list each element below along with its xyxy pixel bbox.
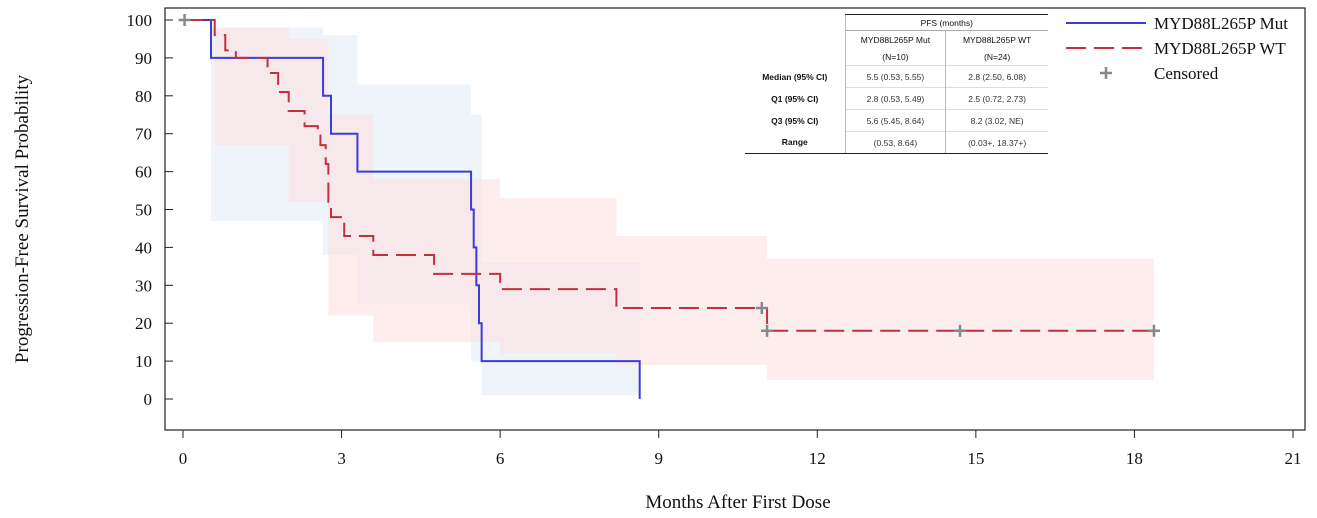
y-tick-label: 10 [135, 352, 152, 371]
legend-item-wt: MYD88L265P WT [1066, 39, 1306, 63]
table-title: PFS (months) [844, 14, 1048, 31]
x-tick-label: 6 [496, 449, 505, 468]
y-tick-label: 20 [135, 314, 152, 333]
table-cell: 2.5 (0.72, 2.73) [945, 87, 1048, 110]
table-n-mut: (N=10) [844, 48, 946, 66]
y-tick-label: 70 [135, 125, 152, 144]
table-n-wt: (N=24) [945, 48, 1048, 66]
pfs-summary-table: PFS (months) MYD88L265P Mut MYD88L265P W… [745, 14, 1048, 154]
y-tick-label: 100 [127, 11, 153, 30]
table-cell: (0.03+, 18.37+) [945, 131, 1048, 154]
table-cell: 5.6 (5.45, 8.64) [844, 109, 946, 132]
y-tick-label: 50 [135, 201, 152, 220]
ci-band [616, 236, 768, 365]
series-mut-line [183, 19, 641, 399]
axes: 0 10 20 30 40 50 60 70 80 90 100 0 3 6 9 12 15 18 21 [127, 7, 1306, 468]
table-cell: 2.8 (2.50, 6.08) [945, 65, 1048, 88]
y-tick-label: 60 [135, 163, 152, 182]
y-tick-label: 40 [135, 238, 152, 257]
legend-item-censored: Censored [1066, 64, 1306, 88]
censor-markers [178, 14, 1160, 337]
legend-dashed-line-icon [1066, 47, 1146, 49]
table-col-mut: MYD88L265P Mut [844, 30, 946, 48]
series-wt-line [183, 19, 1154, 332]
confidence-bands [211, 27, 1154, 396]
legend-solid-line-icon [1066, 22, 1146, 24]
y-tick-label: 90 [135, 49, 152, 68]
x-tick-label: 3 [337, 449, 346, 468]
x-axis-label: Months After First Dose [645, 492, 830, 513]
legend-item-mut: MYD88L265P Mut [1066, 14, 1306, 38]
ci-band [767, 258, 1154, 381]
x-tick-label: 21 [1285, 449, 1302, 468]
table-cell: (0.53, 8.64) [844, 131, 946, 154]
ci-band [500, 198, 617, 354]
legend-plus-icon [1100, 67, 1112, 79]
ci-band [328, 114, 374, 316]
table-row-label: Range [745, 131, 846, 154]
table-cell: 8.2 (3.02, NE) [945, 109, 1048, 132]
table-row-label: Q1 (95% CI) [771, 93, 819, 104]
y-tick-label: 0 [144, 390, 153, 409]
table-cell: 2.8 (0.53, 5.49) [844, 87, 946, 110]
table-col-wt: MYD88L265P WT [945, 30, 1048, 48]
table-row-label: Median (95% CI) [762, 71, 828, 82]
x-tick-label: 9 [654, 449, 663, 468]
x-tick-label: 0 [179, 449, 188, 468]
x-tick-label: 12 [809, 449, 826, 468]
y-tick-label: 80 [135, 87, 152, 106]
legend-label: MYD88L265P WT [1154, 39, 1286, 58]
ci-band [288, 38, 329, 202]
survival-curves [183, 19, 1154, 399]
y-tick-label: 30 [135, 276, 152, 295]
plot-frame [164, 7, 1306, 431]
legend: MYD88L265P Mut MYD88L265P WT Censored [1066, 14, 1306, 94]
table-row-label: Q3 (95% CI) [771, 115, 819, 126]
x-tick-label: 15 [967, 449, 984, 468]
legend-label: Censored [1154, 64, 1219, 83]
ci-band [214, 27, 289, 146]
ci-band [373, 179, 501, 343]
table-cell: 5.5 (0.53, 5.55) [844, 65, 946, 88]
y-axis-label: Progression-Free Survival Probability [12, 74, 33, 363]
legend-label: MYD88L265P Mut [1154, 14, 1288, 33]
x-tick-label: 18 [1126, 449, 1143, 468]
